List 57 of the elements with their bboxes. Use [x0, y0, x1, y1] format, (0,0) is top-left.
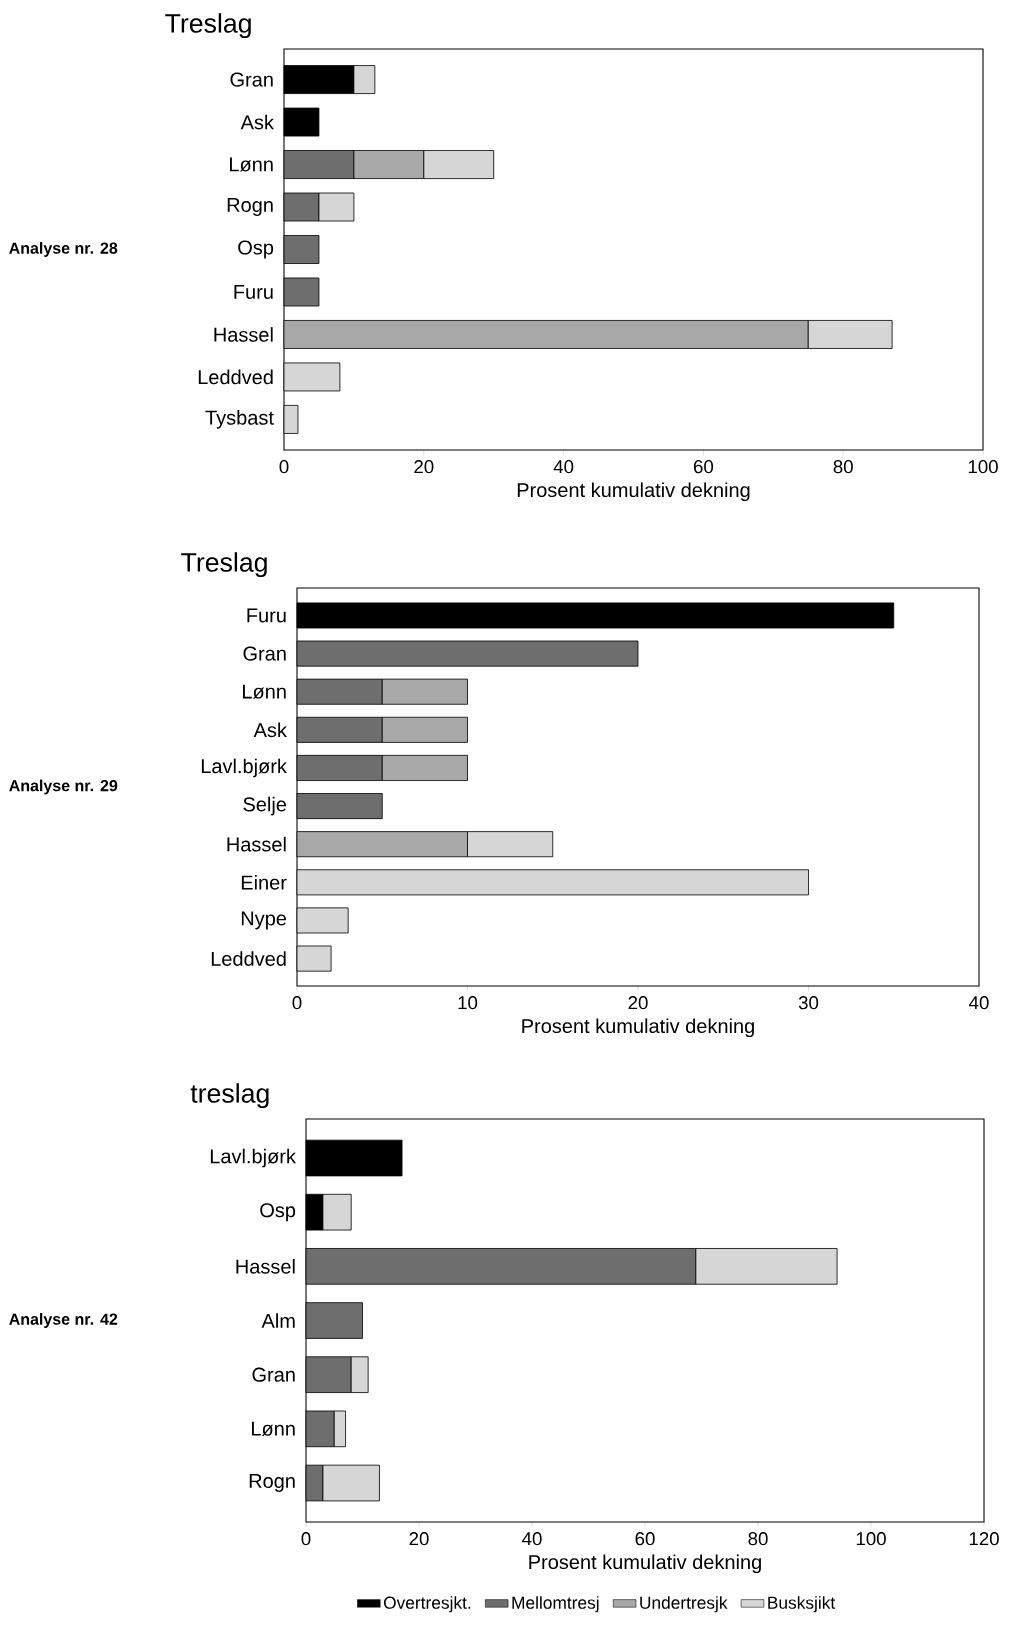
- x-tick-label: 40: [969, 996, 989, 1010]
- y-tick-label: Lavl.bjørk: [210, 1148, 296, 1168]
- y-tick-label: Rogn: [227, 198, 273, 216]
- x-tick-label: 30: [798, 996, 819, 1010]
- legend-label: Mellomtresj: [512, 1596, 599, 1613]
- x-tick-label: 0: [279, 460, 289, 474]
- legend-label: Undertresjk: [640, 1596, 728, 1613]
- y-tick-label: Nype: [241, 911, 287, 930]
- x-tick-label: 40: [522, 1532, 542, 1546]
- y-tick-label: Leddved: [198, 369, 273, 385]
- chart-title: Treslag: [181, 552, 267, 578]
- x-tick-label: 0: [292, 996, 302, 1010]
- y-tick-label: Ask: [253, 722, 287, 738]
- x-tick-label: 40: [553, 460, 574, 474]
- y-tick-label: Tysbast: [205, 410, 274, 429]
- y-tick-label: Alm: [261, 1313, 295, 1328]
- y-tick-label: Einer: [241, 874, 287, 890]
- x-axis-title: Prosent kumulativ dekning: [522, 1018, 754, 1038]
- y-tick-label: Ask: [240, 114, 274, 130]
- x-tick-label: 20: [414, 460, 434, 474]
- y-tick-label: Osp: [260, 1203, 296, 1222]
- y-tick-label: Gran: [230, 72, 273, 87]
- x-tick-label: 100: [856, 1532, 886, 1546]
- legend-label: Overtresjkt.: [383, 1596, 471, 1613]
- y-tick-label: Hassel: [227, 836, 286, 852]
- y-tick-label: Furu: [234, 285, 273, 299]
- y-tick-label: Leddved: [211, 951, 286, 966]
- x-tick-label: 20: [628, 996, 648, 1010]
- x-tick-label: 10: [458, 996, 478, 1010]
- chart-title: treslag: [190, 1083, 269, 1109]
- y-tick-label: Lavl.bjørk: [201, 758, 287, 778]
- x-tick-label: 20: [409, 1532, 429, 1546]
- y-tick-label: Furu: [247, 608, 286, 623]
- x-tick-label: 80: [748, 1532, 768, 1546]
- text: Analyse nr. 42: [9, 1313, 118, 1328]
- x-tick-label: 100: [968, 460, 998, 474]
- y-tick-label: Selje: [243, 796, 287, 816]
- x-tick-label: 60: [693, 460, 714, 474]
- x-tick-label: 60: [635, 1532, 655, 1546]
- y-tick-label: Gran: [243, 646, 286, 661]
- y-tick-label: Lønn: [243, 684, 286, 699]
- y-tick-label: Rogn: [249, 1474, 295, 1492]
- y-tick-label: Gran: [252, 1367, 295, 1382]
- text: Analyse nr. 29: [9, 779, 118, 795]
- x-tick-label: 120: [969, 1532, 999, 1546]
- chart-title: Treslag: [165, 13, 251, 39]
- y-tick-label: Hassel: [214, 327, 273, 342]
- legend-label: Busksjikt: [768, 1596, 836, 1613]
- x-axis-title: Prosent kumulativ dekning: [517, 482, 750, 502]
- y-tick-label: Lønn: [252, 1421, 295, 1436]
- text: Analyse nr. 28: [9, 242, 118, 257]
- x-tick-label: 0: [301, 1532, 311, 1546]
- x-axis-title: Prosent kumulativ dekning: [529, 1554, 761, 1574]
- y-tick-label: Hassel: [236, 1259, 295, 1274]
- y-tick-label: Lønn: [230, 157, 273, 172]
- x-tick-label: 80: [833, 460, 853, 474]
- y-tick-label: Osp: [238, 240, 274, 259]
